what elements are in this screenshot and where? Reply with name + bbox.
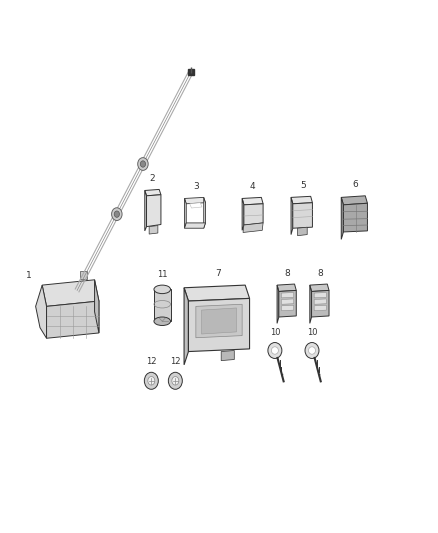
- Polygon shape: [201, 308, 237, 334]
- Circle shape: [112, 208, 122, 221]
- Text: 6: 6: [352, 180, 358, 189]
- Polygon shape: [242, 197, 263, 205]
- Ellipse shape: [268, 343, 282, 359]
- Text: 10: 10: [307, 328, 317, 337]
- Polygon shape: [221, 351, 234, 361]
- Polygon shape: [242, 198, 244, 230]
- Ellipse shape: [154, 317, 170, 326]
- Polygon shape: [341, 196, 367, 205]
- Circle shape: [138, 158, 148, 171]
- Circle shape: [145, 372, 158, 389]
- Polygon shape: [196, 304, 242, 338]
- Polygon shape: [243, 223, 263, 232]
- Polygon shape: [311, 290, 329, 317]
- Polygon shape: [291, 196, 312, 204]
- Polygon shape: [184, 288, 188, 365]
- Polygon shape: [244, 204, 263, 225]
- Polygon shape: [282, 299, 293, 304]
- Polygon shape: [147, 195, 161, 227]
- Polygon shape: [279, 290, 296, 317]
- Polygon shape: [297, 227, 307, 236]
- Circle shape: [148, 376, 155, 385]
- Polygon shape: [184, 285, 250, 301]
- Circle shape: [114, 211, 120, 217]
- Text: 12: 12: [170, 357, 180, 366]
- Polygon shape: [310, 284, 329, 292]
- Polygon shape: [184, 223, 205, 228]
- Text: 1: 1: [26, 271, 32, 280]
- Text: 12: 12: [146, 357, 156, 366]
- Polygon shape: [95, 280, 99, 333]
- Polygon shape: [149, 225, 158, 234]
- Polygon shape: [46, 301, 99, 338]
- Text: 10: 10: [270, 328, 280, 337]
- Text: 5: 5: [300, 181, 306, 190]
- Polygon shape: [154, 289, 170, 321]
- Polygon shape: [282, 305, 293, 311]
- Polygon shape: [184, 198, 186, 228]
- Polygon shape: [277, 285, 279, 324]
- Polygon shape: [184, 197, 205, 204]
- Ellipse shape: [272, 347, 279, 354]
- Polygon shape: [204, 197, 205, 228]
- Text: 3: 3: [193, 182, 199, 191]
- Polygon shape: [314, 299, 326, 304]
- Polygon shape: [310, 285, 311, 324]
- Ellipse shape: [154, 285, 170, 294]
- Text: 11: 11: [157, 270, 167, 279]
- Text: 2: 2: [149, 174, 155, 183]
- Polygon shape: [42, 280, 99, 306]
- Polygon shape: [145, 189, 161, 196]
- Polygon shape: [314, 305, 326, 311]
- Polygon shape: [35, 285, 46, 338]
- Ellipse shape: [308, 347, 315, 354]
- Polygon shape: [282, 293, 293, 298]
- Polygon shape: [314, 293, 326, 298]
- Circle shape: [172, 376, 179, 385]
- Text: 8: 8: [318, 269, 323, 278]
- Text: 4: 4: [250, 182, 255, 191]
- Polygon shape: [145, 190, 147, 231]
- Polygon shape: [190, 203, 202, 208]
- Polygon shape: [291, 197, 293, 235]
- Polygon shape: [188, 298, 250, 352]
- Ellipse shape: [305, 343, 319, 359]
- Polygon shape: [341, 197, 343, 239]
- Circle shape: [168, 372, 182, 389]
- Polygon shape: [80, 271, 87, 279]
- Polygon shape: [343, 203, 367, 232]
- Circle shape: [140, 161, 145, 167]
- Text: 7: 7: [215, 269, 221, 278]
- Polygon shape: [293, 203, 312, 228]
- Polygon shape: [277, 284, 296, 292]
- Text: 8: 8: [285, 269, 290, 278]
